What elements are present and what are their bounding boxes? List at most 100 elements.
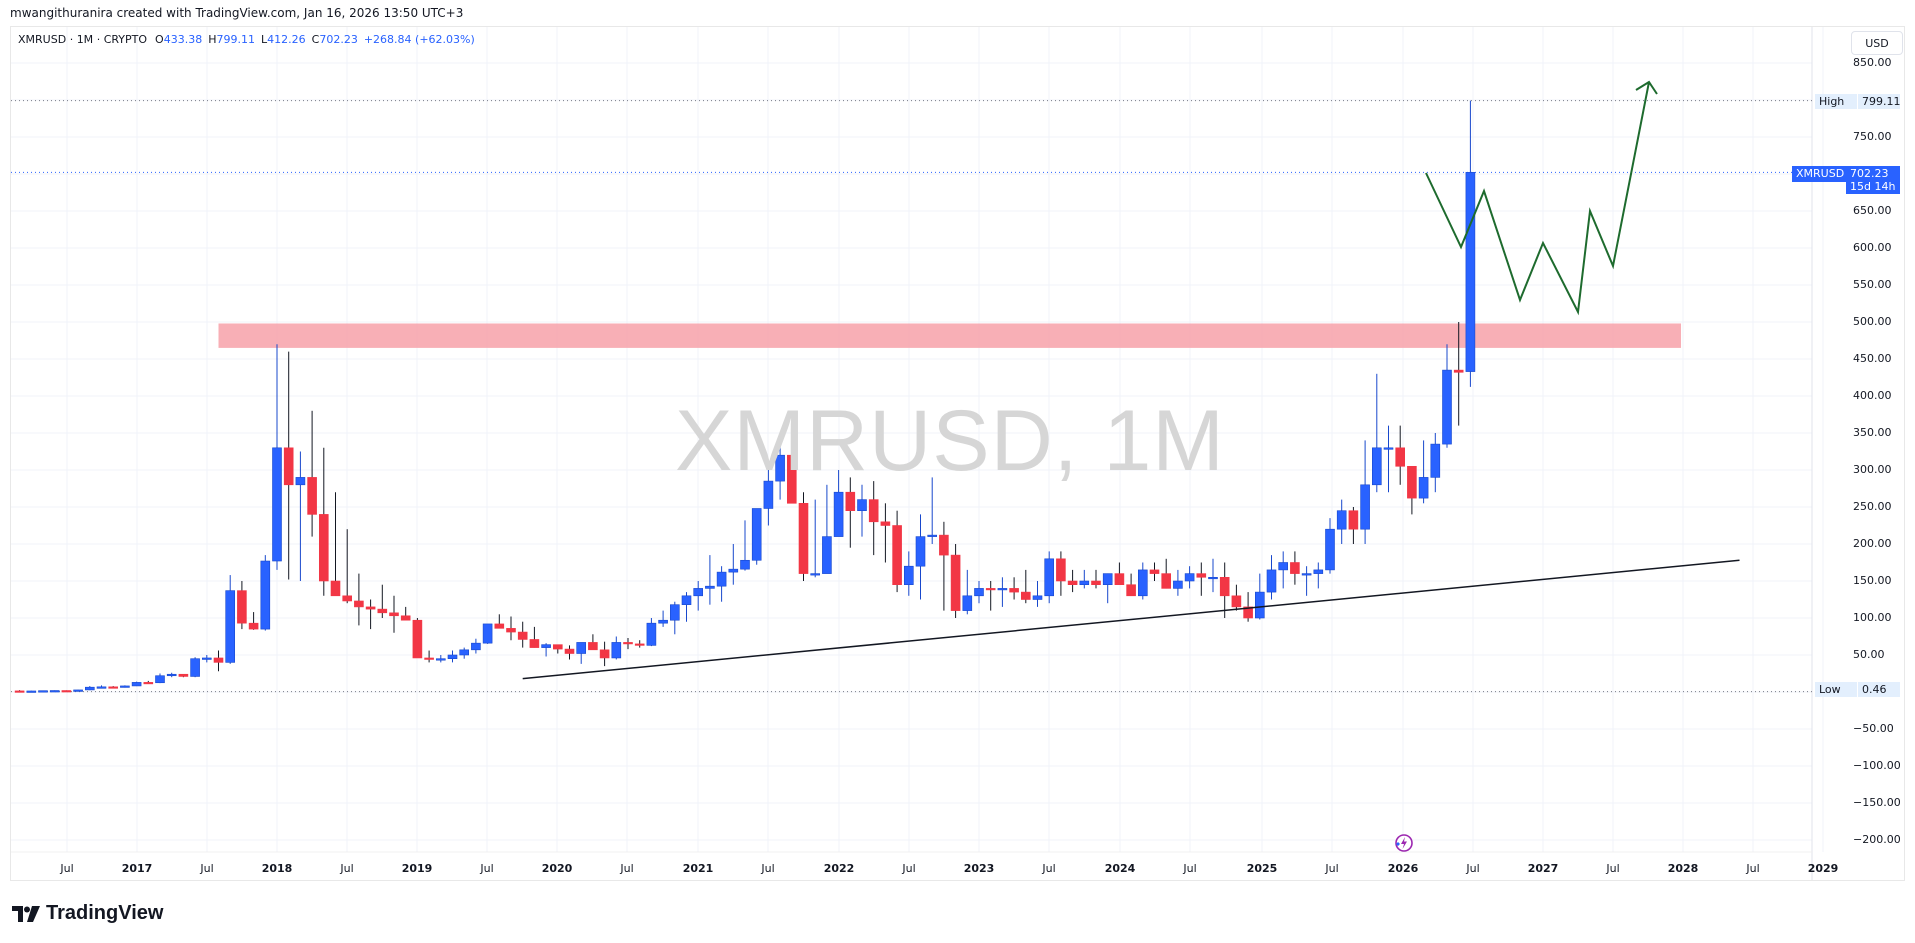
lightning-event-icon[interactable]: [1392, 832, 1414, 854]
candle: [529, 639, 540, 648]
price-tick: −100.00: [1853, 759, 1901, 772]
time-tick: Jul: [620, 862, 634, 875]
candle: [658, 619, 668, 624]
candle: [1465, 172, 1476, 372]
candle: [1290, 562, 1300, 574]
legend-low: L412.26: [261, 33, 306, 46]
legend-symbol-line[interactable]: XMRUSD · 1M · CRYPTO: [18, 33, 148, 46]
candle: [342, 595, 353, 602]
candle: [1138, 569, 1148, 597]
price-tick: 750.00: [1853, 130, 1892, 143]
candle: [202, 657, 212, 660]
price-tick: −150.00: [1853, 796, 1901, 809]
time-tick: Jul: [1606, 862, 1620, 875]
candle: [1453, 369, 1464, 373]
candle: [1091, 580, 1101, 586]
tradingview-wordmark: TradingView: [46, 902, 164, 924]
candle: [1044, 558, 1054, 597]
candle: [1313, 569, 1324, 574]
price-tick: 300.00: [1853, 463, 1892, 476]
time-tick: 2029: [1807, 862, 1839, 875]
candle: [939, 534, 949, 556]
last-price-tag: 702.23 15d 14h: [1846, 166, 1900, 194]
candle: [1383, 447, 1394, 450]
time-tick: 2021: [682, 862, 714, 875]
candle: [1395, 447, 1405, 467]
time-tick: 2024: [1104, 862, 1136, 875]
high-value: 799.11: [1858, 94, 1901, 109]
candle: [1255, 591, 1265, 619]
time-tick: Jul: [60, 862, 74, 875]
candle: [1325, 528, 1335, 571]
price-tick: 850.00: [1853, 56, 1892, 69]
candle: [1430, 443, 1441, 478]
arrowhead-icon: [1635, 80, 1658, 95]
candle: [1208, 576, 1218, 580]
candle: [857, 499, 867, 512]
legend-change: +268.84 (+62.03%): [363, 33, 475, 46]
candle: [1102, 573, 1113, 585]
candle: [14, 690, 25, 693]
price-tick: 450.00: [1853, 352, 1892, 365]
candle: [599, 649, 610, 659]
candle: [143, 682, 154, 685]
candle: [669, 604, 680, 621]
price-tick: 350.00: [1853, 426, 1892, 439]
price-tick: 150.00: [1853, 574, 1892, 587]
candle: [365, 606, 376, 610]
time-tick: Jul: [1042, 862, 1056, 875]
candle: [237, 590, 247, 624]
candle: [751, 508, 762, 561]
price-tick: 250.00: [1853, 500, 1892, 513]
resistance-zone[interactable]: [218, 323, 1682, 348]
candle: [26, 690, 37, 693]
candle: [950, 554, 961, 611]
support-trendline[interactable]: [522, 559, 1740, 680]
candle: [1196, 573, 1207, 578]
legend-interval: 1M: [76, 33, 94, 46]
price-tick: 100.00: [1853, 611, 1892, 624]
time-tick: 2018: [261, 862, 293, 875]
candle: [1360, 484, 1370, 530]
candle: [740, 559, 750, 570]
price-tick: 650.00: [1853, 204, 1892, 217]
candle: [634, 643, 645, 646]
candle: [903, 565, 914, 586]
candle: [61, 690, 72, 693]
candle: [810, 573, 821, 576]
candle: [576, 642, 587, 654]
candle: [845, 491, 856, 512]
candle: [646, 622, 657, 646]
candle: [424, 657, 434, 660]
candle: [131, 682, 142, 687]
candle: [400, 615, 411, 621]
candle: [330, 580, 341, 597]
candle: [85, 686, 95, 691]
candle: [1442, 369, 1452, 445]
candle: [880, 521, 891, 526]
candle: [260, 560, 271, 630]
candle: [962, 595, 973, 611]
candle: [1149, 569, 1160, 574]
currency-button[interactable]: USD: [1851, 31, 1903, 55]
candle: [248, 622, 259, 630]
candle: [705, 585, 715, 589]
candle: [915, 536, 926, 567]
candle: [1336, 510, 1347, 530]
bar-countdown: 15d 14h: [1850, 180, 1896, 193]
candle: [541, 644, 551, 648]
candle: [728, 568, 739, 573]
candle: [974, 588, 984, 597]
candle: [506, 628, 516, 633]
candle: [389, 612, 399, 617]
time-tick: 2028: [1667, 862, 1699, 875]
legend-symbol: XMRUSD: [18, 33, 67, 46]
price-tick: 550.00: [1853, 278, 1892, 291]
candle: [471, 642, 481, 651]
tradingview-logo[interactable]: TradingView: [12, 902, 163, 925]
time-tick: Jul: [1325, 862, 1339, 875]
candles[interactable]: [14, 100, 1476, 693]
candle: [892, 525, 902, 586]
projection-path[interactable]: [1425, 81, 1650, 316]
